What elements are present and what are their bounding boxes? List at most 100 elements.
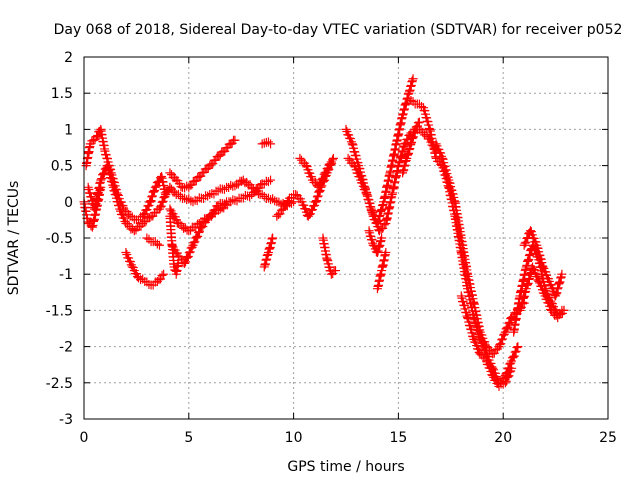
data-point-marker [505,317,515,327]
data-point-marker [181,253,191,263]
x-axis-label: GPS time / hours [287,459,404,475]
data-point-marker [400,100,410,110]
data-point-marker [185,247,195,257]
data-point-marker [257,189,267,199]
data-point-marker [160,192,170,202]
data-point-marker [143,201,153,211]
data-point-marker [378,223,388,233]
data-point-marker [320,168,330,178]
series-track-g [165,175,299,211]
data-point-marker [190,237,200,247]
data-point-marker [311,196,321,206]
data-point-marker [401,99,411,109]
data-point-marker [83,182,93,192]
data-point-marker [163,186,173,196]
y-tick-label: -2.5 [46,376,73,392]
data-point-marker [274,197,284,207]
data-point-marker [148,187,158,197]
x-tick-labels: 0 5 10 15 20 25 [80,430,617,446]
data-point-marker [506,358,516,368]
data-point-marker [516,303,526,313]
data-point-marker [183,251,193,261]
data-point-marker [513,342,523,352]
data-point-marker [165,168,175,178]
data-point-marker [181,257,191,267]
data-point-marker [184,248,194,258]
data-point-marker [343,153,353,163]
data-point-marker [323,163,333,173]
data-point-marker [192,232,202,242]
data-point-marker [219,199,229,209]
data-point-marker [519,291,529,301]
y-axis-label: SDTVAR / TECUs [6,181,22,296]
data-point-marker [173,189,183,199]
series-track-w [456,291,517,391]
data-point-marker [115,204,125,214]
data-point-marker [495,340,505,350]
data-point-marker [182,195,192,205]
data-point-marker [347,139,357,149]
data-point-marker [463,313,473,323]
data-point-marker [396,152,406,162]
data-point-marker [375,210,385,220]
chart-title: Day 068 of 2018, Sidereal Day-to-day VTE… [54,22,623,38]
data-point-marker [371,247,381,257]
data-point-marker [516,302,526,312]
data-point-marker [142,205,152,215]
data-point-marker [219,184,229,194]
data-point-marker [349,161,359,171]
data-point-marker [414,117,424,127]
data-point-marker [175,191,185,201]
data-point-marker [397,151,407,161]
data-point-marker [521,237,531,247]
data-point-marker [368,209,378,219]
data-point-marker [205,190,215,200]
series-track-r [364,226,387,257]
data-point-marker [322,164,332,174]
data-point-marker [398,109,408,119]
data-point-marker [522,280,532,290]
data-point-marker [263,193,273,203]
series-track-e [142,233,164,250]
data-point-marker [165,182,175,192]
data-point-marker [534,276,544,286]
data-point-marker [157,270,167,280]
data-point-marker [406,95,416,105]
data-point-marker [376,206,386,216]
data-point-marker [155,202,165,212]
data-point-marker [524,273,534,283]
data-point-marker [189,238,199,248]
series-track-v [431,139,529,359]
series-track-n [295,153,336,192]
data-point-marker [133,273,143,283]
data-point-marker [546,305,556,315]
data-point-marker [157,197,167,207]
data-point-marker [284,193,294,203]
data-point-marker [259,191,269,201]
data-point-marker [193,231,203,241]
y-tick-label: 1 [64,122,73,138]
y-tick-label: 2 [64,50,73,66]
series-track-y [519,226,567,301]
data-point-marker [141,205,151,215]
data-point-marker [102,161,112,171]
y-tick-label: 0 [64,195,73,211]
data-point-marker [268,233,278,243]
data-point-marker [341,124,351,134]
data-point-marker [312,196,322,206]
data-point-marker [503,322,513,332]
data-point-marker [501,324,511,334]
series-track-t [398,117,424,178]
data-point-marker [328,155,338,165]
data-point-marker [321,167,331,177]
data-point-marker [222,197,232,207]
y-tick-labels: 2 1.5 1 0.5 0 -0.5 -1 -1.5 -2 -2.5 -3 [46,50,73,428]
data-point-marker [554,278,564,288]
data-point-marker [306,205,316,215]
y-tick-label: -1.5 [46,303,73,319]
series-track-s [372,247,391,294]
data-point-marker [502,372,512,382]
data-point-marker [524,254,534,264]
data-point-marker [524,251,534,260]
data-point-marker [376,205,386,215]
